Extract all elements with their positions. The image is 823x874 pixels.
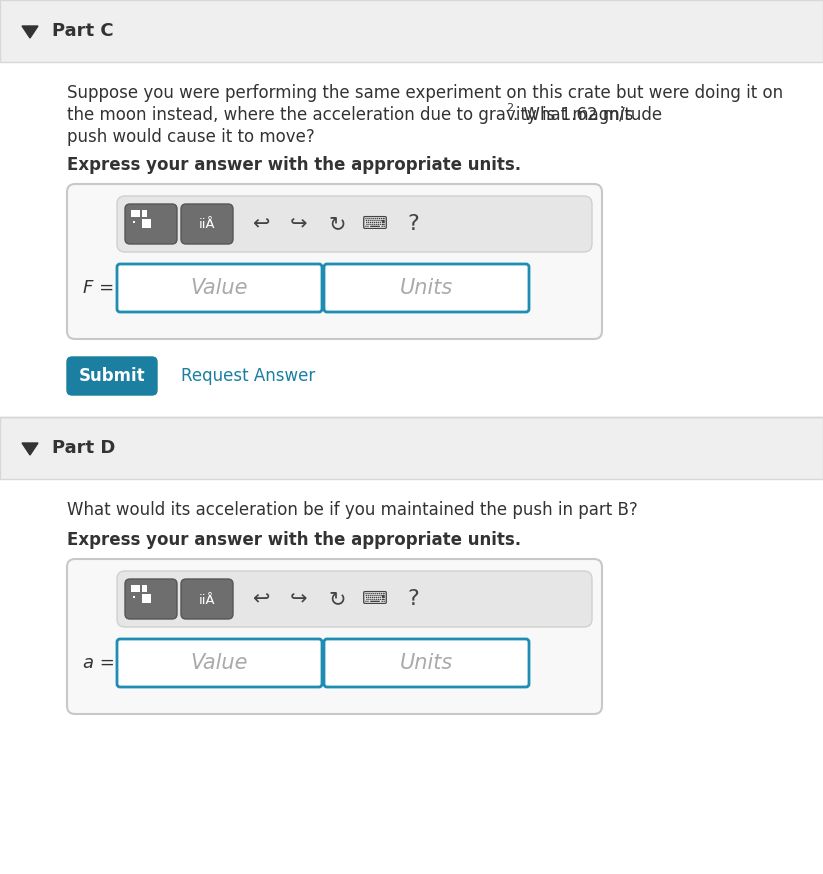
Text: Value: Value bbox=[191, 653, 249, 673]
Text: ↪: ↪ bbox=[291, 214, 308, 234]
Text: ⌨: ⌨ bbox=[362, 590, 388, 608]
FancyBboxPatch shape bbox=[67, 357, 157, 395]
Text: Part C: Part C bbox=[52, 22, 114, 40]
FancyBboxPatch shape bbox=[181, 204, 233, 244]
FancyBboxPatch shape bbox=[181, 579, 233, 619]
Text: push would cause it to move?: push would cause it to move? bbox=[67, 128, 314, 146]
FancyBboxPatch shape bbox=[125, 204, 177, 244]
FancyBboxPatch shape bbox=[117, 571, 592, 627]
Text: Units: Units bbox=[400, 653, 453, 673]
Text: iiÅ: iiÅ bbox=[198, 218, 216, 232]
Bar bbox=[142, 219, 151, 228]
Text: ↩: ↩ bbox=[253, 589, 270, 609]
Bar bbox=[131, 594, 137, 600]
Text: iiÅ: iiÅ bbox=[198, 593, 216, 607]
Bar bbox=[133, 221, 135, 223]
Text: Express your answer with the appropriate units.: Express your answer with the appropriate… bbox=[67, 156, 521, 174]
Text: ?: ? bbox=[407, 214, 419, 234]
Text: ↪: ↪ bbox=[291, 589, 308, 609]
Bar bbox=[131, 585, 140, 592]
Bar bbox=[142, 585, 147, 592]
Bar bbox=[0, 417, 823, 479]
Bar bbox=[0, 0, 823, 62]
Text: Suppose you were performing the same experiment on this crate but were doing it : Suppose you were performing the same exp… bbox=[67, 84, 783, 102]
Text: ?: ? bbox=[407, 589, 419, 609]
Text: 2: 2 bbox=[506, 103, 513, 113]
Text: Submit: Submit bbox=[79, 367, 146, 385]
FancyBboxPatch shape bbox=[117, 264, 322, 312]
Text: Express your answer with the appropriate units.: Express your answer with the appropriate… bbox=[67, 531, 521, 549]
Text: ↻: ↻ bbox=[328, 214, 346, 234]
Polygon shape bbox=[22, 443, 38, 455]
Bar bbox=[131, 219, 137, 225]
Polygon shape bbox=[22, 26, 38, 38]
Text: ⌨: ⌨ bbox=[362, 215, 388, 233]
FancyBboxPatch shape bbox=[324, 639, 529, 687]
Text: a =: a = bbox=[83, 654, 115, 672]
FancyBboxPatch shape bbox=[67, 184, 602, 339]
Bar bbox=[142, 594, 151, 603]
Bar bbox=[133, 596, 135, 598]
FancyBboxPatch shape bbox=[117, 196, 592, 252]
Text: What would its acceleration be if you maintained the push in part B?: What would its acceleration be if you ma… bbox=[67, 501, 638, 519]
Text: ↩: ↩ bbox=[253, 214, 270, 234]
FancyBboxPatch shape bbox=[117, 639, 322, 687]
Text: F =: F = bbox=[83, 279, 114, 297]
Text: Value: Value bbox=[191, 278, 249, 298]
Text: Part D: Part D bbox=[52, 439, 115, 457]
Text: ↻: ↻ bbox=[328, 589, 346, 609]
Bar bbox=[131, 210, 140, 217]
Text: the moon instead, where the acceleration due to gravity is 1.62 m/s: the moon instead, where the acceleration… bbox=[67, 106, 634, 124]
Bar bbox=[142, 210, 147, 217]
Text: . What magnitude: . What magnitude bbox=[513, 106, 662, 124]
Text: Request Answer: Request Answer bbox=[181, 367, 315, 385]
Text: Units: Units bbox=[400, 278, 453, 298]
FancyBboxPatch shape bbox=[67, 559, 602, 714]
FancyBboxPatch shape bbox=[324, 264, 529, 312]
FancyBboxPatch shape bbox=[125, 579, 177, 619]
